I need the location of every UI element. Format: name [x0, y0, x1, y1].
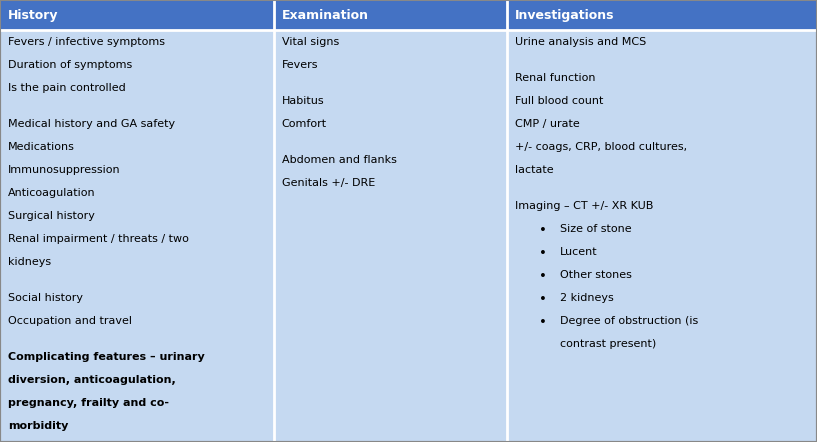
Text: Medications: Medications: [8, 142, 75, 152]
Text: Medical history and GA safety: Medical history and GA safety: [8, 119, 176, 129]
Text: •: •: [539, 293, 547, 306]
Text: •: •: [539, 247, 547, 260]
Text: •: •: [539, 224, 547, 237]
Text: Degree of obstruction (is: Degree of obstruction (is: [560, 316, 698, 326]
Text: Imaging – CT +/- XR KUB: Imaging – CT +/- XR KUB: [515, 201, 653, 211]
Text: diversion, anticoagulation,: diversion, anticoagulation,: [8, 375, 176, 385]
Text: pregnancy, frailty and co-: pregnancy, frailty and co-: [8, 398, 169, 408]
Text: Urine analysis and MCS: Urine analysis and MCS: [515, 37, 646, 47]
Text: Genitals +/- DRE: Genitals +/- DRE: [282, 178, 375, 188]
Text: lactate: lactate: [515, 165, 553, 175]
Text: Surgical history: Surgical history: [8, 211, 95, 221]
Text: Renal impairment / threats / two: Renal impairment / threats / two: [8, 234, 189, 244]
Text: +/- coags, CRP, blood cultures,: +/- coags, CRP, blood cultures,: [515, 142, 687, 152]
Text: Fevers / infective symptoms: Fevers / infective symptoms: [8, 37, 165, 47]
Text: Examination: Examination: [282, 8, 368, 22]
Text: Social history: Social history: [8, 293, 83, 303]
Text: Occupation and travel: Occupation and travel: [8, 316, 132, 326]
Bar: [0, 0, 274, 30]
Text: •: •: [539, 270, 547, 283]
Text: Renal function: Renal function: [515, 73, 596, 83]
Text: kidneys: kidneys: [8, 257, 51, 267]
Text: Vital signs: Vital signs: [282, 37, 339, 47]
Text: Other stones: Other stones: [560, 270, 632, 280]
Text: Immunosuppression: Immunosuppression: [8, 165, 121, 175]
Text: Size of stone: Size of stone: [560, 224, 632, 234]
Text: morbidity: morbidity: [8, 421, 69, 431]
Text: Duration of symptoms: Duration of symptoms: [8, 60, 132, 70]
Text: Full blood count: Full blood count: [515, 96, 603, 106]
Text: Abdomen and flanks: Abdomen and flanks: [282, 155, 397, 165]
Text: Comfort: Comfort: [282, 119, 327, 129]
Text: Fevers: Fevers: [282, 60, 319, 70]
Text: contrast present): contrast present): [560, 339, 656, 349]
Text: History: History: [8, 8, 59, 22]
Text: Lucent: Lucent: [560, 247, 597, 257]
Text: Is the pain controlled: Is the pain controlled: [8, 83, 126, 93]
Bar: [507, 0, 817, 30]
Text: •: •: [539, 316, 547, 329]
Text: 2 kidneys: 2 kidneys: [560, 293, 614, 303]
Text: Investigations: Investigations: [515, 8, 614, 22]
Text: Anticoagulation: Anticoagulation: [8, 188, 96, 198]
Text: Complicating features – urinary: Complicating features – urinary: [8, 352, 205, 362]
Text: Habitus: Habitus: [282, 96, 324, 106]
Bar: [274, 0, 507, 30]
Text: CMP / urate: CMP / urate: [515, 119, 579, 129]
